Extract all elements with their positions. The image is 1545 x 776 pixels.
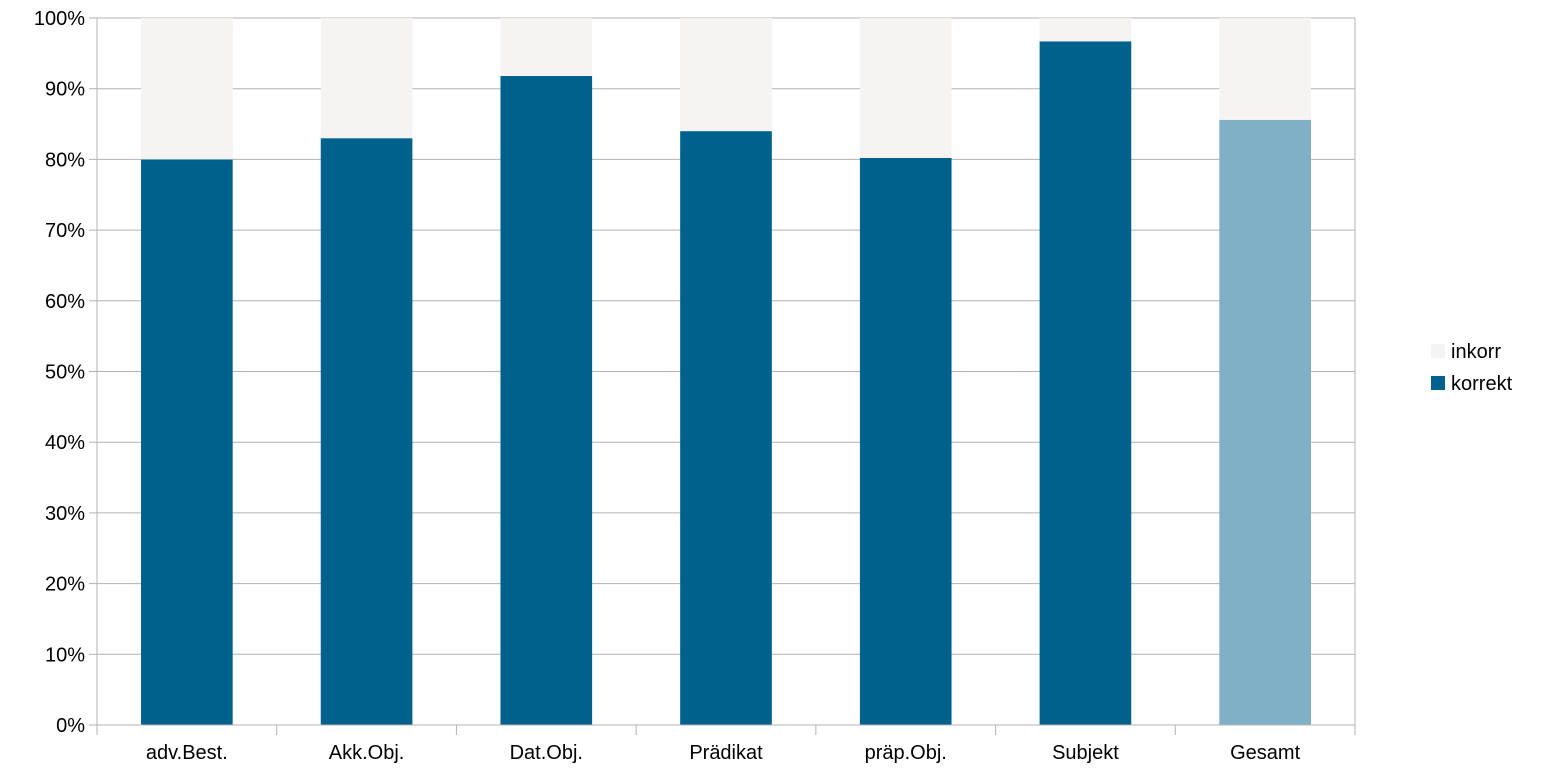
bar-inkorr [1219,18,1311,120]
x-tick-label: Akk.Obj. [329,742,405,764]
legend-swatch [1431,376,1445,390]
y-tick-label: 0% [56,715,85,737]
y-tick-label: 50% [45,362,85,384]
y-tick-label: 30% [45,503,85,525]
axes: 0% 10% 20% 30% 40% 50% 60% 70% 80% 90% 100% adv.Bes… [34,8,1356,764]
y-tick-label: 70% [45,220,85,242]
x-tick-label: Gesamt [1230,742,1300,764]
y-tick-label: 100% [34,8,85,30]
bar-inkorr [500,18,593,76]
bar-korrekt [320,138,413,725]
bar-korrekt [500,75,593,725]
x-tick-label: Dat.Obj. [510,742,583,764]
bar-inkorr [141,18,233,160]
bar-inkorr [320,18,413,139]
y-tick-label: 40% [45,432,85,454]
y-tick-label: 10% [45,644,85,666]
x-tick-label: Prädikat [689,742,763,764]
legend-label: inkorr [1451,341,1501,363]
bars [141,18,1311,726]
x-tick-label: präp.Obj. [865,742,947,764]
y-tick-label: 90% [45,79,85,101]
y-tick-label: 20% [45,574,85,596]
bar-inkorr [680,18,772,132]
bar-korrekt [859,157,952,726]
y-tick-label: 60% [45,291,85,313]
bar-inkorr [859,18,952,158]
x-tick-label: adv.Best. [146,742,228,764]
legend-label: korrekt [1451,373,1513,395]
legend-swatch [1431,344,1445,358]
bar-korrekt [680,131,772,725]
bar-korrekt [1219,119,1311,726]
legend: inkorr korrekt [1431,341,1513,395]
bar-korrekt [1039,41,1132,726]
bar-inkorr [1039,18,1132,42]
y-tick-label: 80% [45,149,85,171]
x-tick-label: Subjekt [1052,742,1119,764]
bar-korrekt [141,159,233,725]
